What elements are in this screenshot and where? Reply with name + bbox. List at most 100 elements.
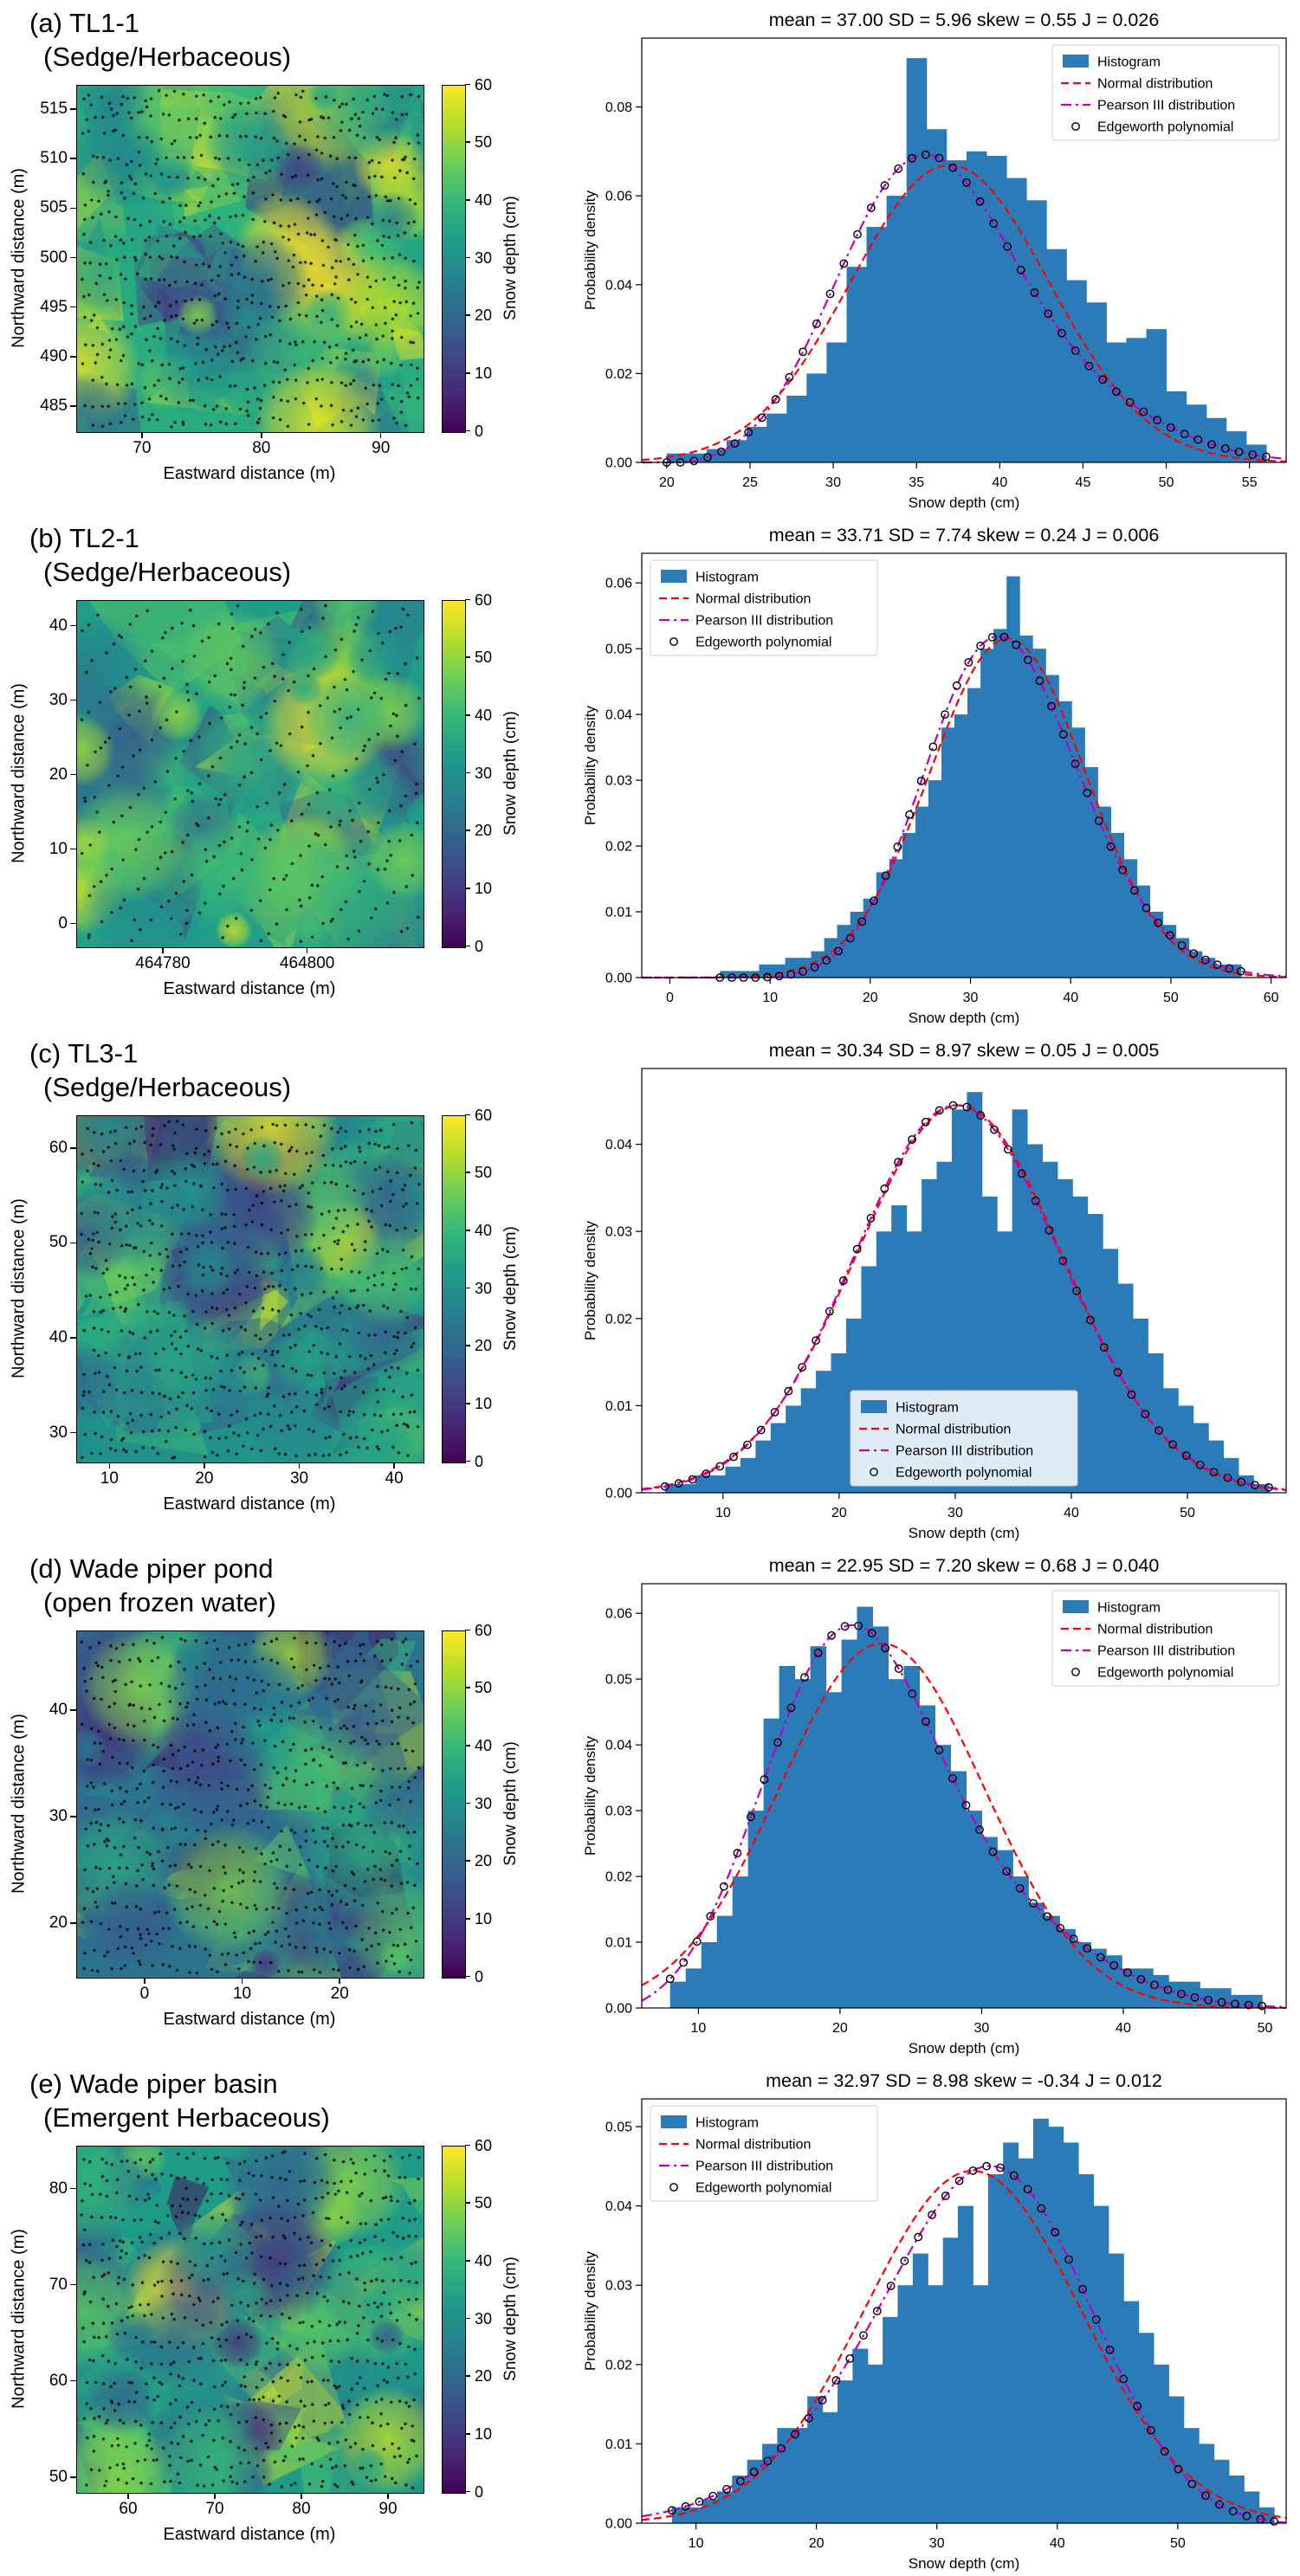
- colorbar-tick-mark: [465, 1287, 470, 1289]
- colorbar-tick-label: 0: [475, 1452, 484, 1470]
- histogram-bar: [867, 2364, 883, 2523]
- x-tick-label: 45: [1076, 475, 1091, 490]
- histogram-bar: [777, 2428, 793, 2523]
- map-y-tick-mark: [70, 207, 76, 210]
- edgeworth-point: [1012, 640, 1020, 649]
- histogram-bar: [1093, 2205, 1109, 2523]
- edgeworth-point: [1139, 407, 1148, 416]
- edgeworth-point: [1029, 1899, 1038, 1908]
- map-x-tick-mark: [144, 1977, 146, 1984]
- map-y-tick-label: 50: [49, 1233, 68, 1252]
- colorbar-label: Snow depth (cm): [501, 1740, 520, 1866]
- map-y-tick-label: 510: [40, 149, 68, 168]
- map-y-axis-label: Northward distance (m): [9, 1198, 29, 1378]
- histogram-bar: [941, 727, 955, 978]
- edgeworth-point: [1166, 423, 1175, 432]
- colorbar-label: Snow depth (cm): [501, 2256, 520, 2381]
- edgeworth-point: [749, 2467, 759, 2476]
- histogram-bar: [725, 1466, 741, 1493]
- histogram-bar: [710, 1475, 726, 1493]
- colorbar-tick-label: 30: [475, 1794, 493, 1812]
- histogram-bar: [1048, 2127, 1064, 2523]
- edgeworth-point: [777, 2444, 786, 2453]
- histogram-bar: [720, 971, 734, 978]
- edgeworth-point: [1150, 1980, 1159, 1990]
- edgeworth-point: [708, 2491, 718, 2501]
- map-y-tick-label: 60: [49, 1138, 68, 1157]
- y-tick-label: 0.04: [605, 1739, 632, 1753]
- edgeworth-point: [660, 1482, 669, 1491]
- y-tick-label: 0.08: [605, 100, 632, 115]
- edgeworth-point: [948, 1773, 957, 1783]
- colorbar-tick-mark: [465, 945, 470, 947]
- edgeworth-point: [1248, 450, 1258, 459]
- plot-frame: [641, 2098, 1287, 2524]
- edgeworth-point: [894, 1158, 902, 1166]
- histogram-bar: [912, 2253, 928, 2523]
- hist-y-axis-label: Probability density: [582, 2251, 598, 2371]
- legend: Histogram Normal distribution Pearson III …: [850, 1390, 1078, 1487]
- histogram-column-b: 0 10 20 30 40 50 60 0.00 0.01 0.02 0.03 0.04 0.05 0.0…: [576, 515, 1300, 1030]
- histogram-bar: [1106, 1955, 1122, 2008]
- histogram-bar: [666, 453, 688, 462]
- edgeworth-point: [872, 2307, 882, 2315]
- edgeworth-point: [1125, 397, 1135, 407]
- plot-frame: [641, 552, 1287, 978]
- histogram-bar: [746, 971, 760, 978]
- y-tick-label: 0.02: [605, 840, 632, 855]
- histogram-bar: [1006, 178, 1027, 462]
- legend-box: [1051, 44, 1280, 141]
- histogram-bar: [857, 1606, 873, 2008]
- histogram-bar: [695, 1475, 711, 1493]
- map-y-tick-mark: [70, 1147, 76, 1149]
- panel-title: (a) TL1-1: [29, 8, 139, 38]
- snow-depth-map-b: [76, 599, 424, 948]
- colorbar-tick-label: 20: [475, 822, 493, 840]
- edgeworth-point: [1177, 1989, 1186, 1998]
- x-tick-label: 0: [666, 991, 674, 1005]
- x-tick-label: 60: [1264, 991, 1279, 1005]
- histogram-bar: [1108, 2253, 1124, 2523]
- edgeworth-point: [852, 1244, 862, 1254]
- histogram-bar: [664, 1483, 681, 1493]
- colorbar-tick-mark: [465, 2433, 470, 2435]
- edgeworth-point: [1244, 2000, 1253, 2010]
- map-y-tick-label: 80: [49, 2179, 68, 2198]
- edgeworth-point: [667, 2506, 676, 2515]
- colorbar: [442, 1114, 466, 1463]
- legend-histogram-swatch: [661, 2115, 687, 2128]
- map-y-axis-label: Northward distance (m): [9, 1713, 29, 1894]
- edgeworth-point: [730, 439, 740, 449]
- colorbar-tick-label: 30: [475, 764, 493, 782]
- snow-depth-map-d: [76, 1630, 424, 1979]
- hist-title: mean = 37.00 SD = 5.96 skew = 0.55 J = 0…: [769, 10, 1160, 30]
- histogram-bar: [786, 396, 807, 462]
- legend-label: Normal distribution: [695, 592, 811, 607]
- legend-histogram-swatch: [1063, 1600, 1089, 1613]
- x-tick-label: 40: [1063, 991, 1078, 1005]
- edgeworth-point: [840, 1622, 850, 1631]
- histogram-bar: [993, 629, 1007, 978]
- colorbar-tick-mark: [465, 1114, 470, 1116]
- y-tick-label: 0.04: [605, 2199, 632, 2214]
- colorbar-tick-mark: [465, 141, 470, 143]
- histogram-bar: [1071, 727, 1085, 978]
- map-block: Northward distance (m) 20 30 40 0 10 20 Eastwar…: [0, 1622, 576, 2046]
- histogram-bar: [997, 1850, 1013, 2008]
- map-x-tick-mark: [141, 431, 143, 438]
- histogram-bar: [733, 971, 747, 978]
- histogram-bar: [1183, 2428, 1200, 2523]
- edgeworth-point: [870, 896, 878, 906]
- histogram-bar: [1032, 649, 1046, 978]
- histogram-bar: [846, 267, 868, 462]
- y-tick-label: 0.02: [605, 1312, 632, 1327]
- map-y-tick-label: 30: [49, 1806, 68, 1825]
- colorbar-tick-mark: [465, 2375, 470, 2377]
- edgeworth-point: [719, 1882, 728, 1891]
- edgeworth-point: [822, 956, 831, 965]
- edgeworth-point: [1237, 1477, 1246, 1487]
- x-tick-label: 20: [809, 2536, 825, 2551]
- edgeworth-point: [689, 456, 699, 466]
- edgeworth-point: [1056, 1923, 1065, 1933]
- edgeworth-point: [845, 933, 855, 943]
